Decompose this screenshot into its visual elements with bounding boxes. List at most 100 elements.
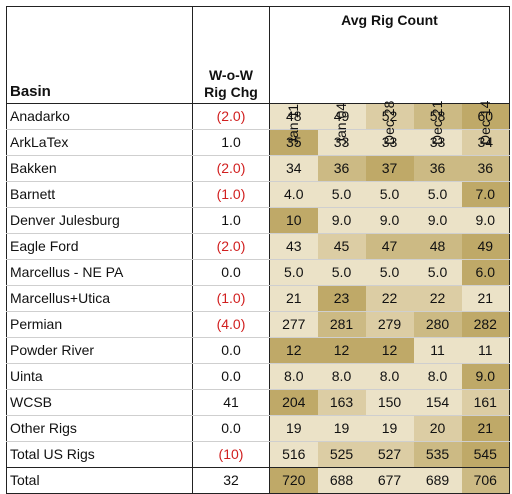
rig-count-cell: 19	[365, 415, 414, 442]
rig-count-cell: 150	[365, 389, 414, 416]
wow-rig-chg: (1.0)	[192, 181, 270, 208]
date-label: Dec 28	[380, 100, 397, 145]
rig-count-cell: 282	[461, 311, 510, 338]
rig-count-cell: 8.0	[269, 363, 318, 390]
table-row: WCSB 41 204 163 150 154 161	[6, 389, 510, 416]
rig-count-cell: 43	[269, 233, 318, 260]
rig-count-cell: 7.0	[461, 181, 510, 208]
table-row: Denver Julesburg 1.0 10 9.0 9.0 9.0 9.0	[6, 207, 510, 234]
basin-name: ArkLaTex	[6, 129, 193, 156]
basin-name: Permian	[6, 311, 193, 338]
rig-count-cell: 9.0	[461, 363, 510, 390]
wow-rig-chg: 0.0	[192, 415, 270, 442]
rig-count-cell: 281	[317, 311, 366, 338]
rig-count-cell: 12	[317, 337, 366, 364]
rig-count-cell: 33	[413, 129, 462, 156]
rig-count-cell: 12	[365, 337, 414, 364]
rig-count-cell: 5.0	[317, 181, 366, 208]
rig-count-cell: 22	[365, 285, 414, 312]
rig-count-cell: 33	[317, 129, 366, 156]
rig-count-cell: 35	[269, 129, 318, 156]
rig-count-cell: 12	[269, 337, 318, 364]
table-row: Marcellus - NE PA 0.0 5.0 5.0 5.0 5.0 6.0	[6, 259, 510, 286]
rig-count-cell: 706	[461, 467, 510, 494]
wow-rig-chg: (1.0)	[192, 285, 270, 312]
rig-count-cell: 720	[269, 467, 318, 494]
rig-count-cell: 516	[269, 441, 318, 468]
rig-count-cell: 49	[317, 103, 366, 130]
wow-rig-chg-column-header: W-o-W Rig Chg	[192, 33, 270, 104]
date-column-header: Dec 21	[414, 33, 462, 145]
rig-count-cell: 9.0	[365, 207, 414, 234]
rig-count-cell: 5.0	[365, 259, 414, 286]
date-label: Dec 14	[476, 100, 493, 145]
basin-name: WCSB	[6, 389, 193, 416]
rig-count-cell: 279	[365, 311, 414, 338]
rig-count-cell: 52	[365, 103, 414, 130]
rig-count-cell: 689	[413, 467, 462, 494]
date-column-header: Dec 14	[461, 33, 510, 145]
table-row: Bakken (2.0) 34 36 37 36 36	[6, 155, 510, 182]
wow-rig-chg: 1.0	[192, 207, 270, 234]
rig-count-cell: 11	[461, 337, 510, 364]
rig-count-cell: 21	[461, 285, 510, 312]
basin-name: Uinta	[6, 363, 193, 390]
wow-rig-chg: (2.0)	[192, 155, 270, 182]
rig-count-cell: 22	[413, 285, 462, 312]
basin-name: Total US Rigs	[6, 441, 193, 468]
rig-count-cell: 21	[461, 415, 510, 442]
basin-name: Bakken	[6, 155, 193, 182]
rig-count-table: Avg Rig Count Basin W-o-W Rig Chg Jan 11…	[6, 6, 510, 494]
rig-count-cell: 19	[269, 415, 318, 442]
total-us-row: Total US Rigs (10) 516 525 527 535 545	[6, 441, 510, 468]
rig-count-cell: 527	[365, 441, 414, 468]
rig-count-cell: 5.0	[365, 181, 414, 208]
rig-count-cell: 5.0	[413, 181, 462, 208]
rig-count-cell: 60	[461, 103, 510, 130]
rig-count-cell: 8.0	[413, 363, 462, 390]
rig-count-cell: 163	[317, 389, 366, 416]
basin-name: Other Rigs	[6, 415, 193, 442]
basin-name: Anadarko	[6, 103, 193, 130]
table-row: Other Rigs 0.0 19 19 19 20 21	[6, 415, 510, 442]
date-column-header: Jan 04	[318, 33, 366, 145]
rig-count-cell: 23	[317, 285, 366, 312]
date-column-header: Dec 28	[366, 33, 414, 145]
rig-count-cell: 9.0	[413, 207, 462, 234]
table-row: Uinta 0.0 8.0 8.0 8.0 8.0 9.0	[6, 363, 510, 390]
rig-count-cell: 36	[413, 155, 462, 182]
rig-count-cell: 34	[461, 129, 510, 156]
rig-count-cell: 545	[461, 441, 510, 468]
rig-count-cell: 48	[269, 103, 318, 130]
rig-count-cell: 19	[317, 415, 366, 442]
basin-name: Eagle Ford	[6, 233, 193, 260]
table-row: ArkLaTex 1.0 35 33 33 33 34	[6, 129, 510, 156]
header-blank	[192, 6, 270, 33]
date-label: Jan 04	[332, 102, 349, 145]
rig-count-cell: 535	[413, 441, 462, 468]
rig-count-cell: 154	[413, 389, 462, 416]
table-row: Anadarko (2.0) 48 49 52 58 60	[6, 103, 510, 130]
table-row: Eagle Ford (2.0) 43 45 47 48 49	[6, 233, 510, 260]
rig-count-cell: 204	[269, 389, 318, 416]
basin-name: Powder River	[6, 337, 193, 364]
rig-count-cell: 11	[413, 337, 462, 364]
wow-rig-chg: (10)	[192, 441, 270, 468]
rig-count-cell: 8.0	[365, 363, 414, 390]
rig-count-cell: 20	[413, 415, 462, 442]
rig-count-cell: 280	[413, 311, 462, 338]
header-blank	[6, 6, 193, 33]
rig-count-cell: 49	[461, 233, 510, 260]
rig-count-cell: 161	[461, 389, 510, 416]
rig-count-cell: 36	[317, 155, 366, 182]
rig-count-cell: 58	[413, 103, 462, 130]
basin-column-header: Basin	[6, 33, 193, 104]
table-row: Barnett (1.0) 4.0 5.0 5.0 5.0 7.0	[6, 181, 510, 208]
basin-name: Barnett	[6, 181, 193, 208]
rig-count-cell: 5.0	[269, 259, 318, 286]
total-row: Total 32 720 688 677 689 706	[6, 467, 510, 494]
rig-count-cell: 36	[461, 155, 510, 182]
basin-name: Marcellus+Utica	[6, 285, 193, 312]
rig-count-cell: 525	[317, 441, 366, 468]
wow-rig-chg: 1.0	[192, 129, 270, 156]
